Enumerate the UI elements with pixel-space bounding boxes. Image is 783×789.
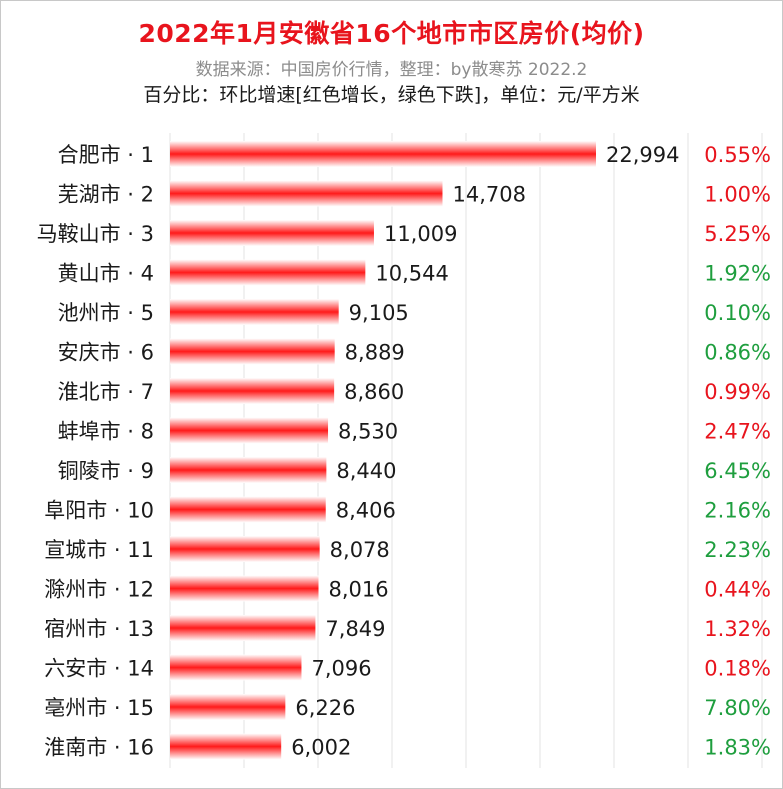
mom-change-label: 7.80% xyxy=(704,696,771,720)
value-label: 8,889 xyxy=(345,341,405,365)
category-label: 滁州市 · 12 xyxy=(44,578,154,602)
value-label: 8,016 xyxy=(329,578,389,602)
category-label: 马鞍山市 · 3 xyxy=(37,222,154,246)
category-label: 池州市 · 5 xyxy=(58,301,154,325)
bar xyxy=(170,694,286,720)
bar xyxy=(170,338,335,365)
category-label: 六安市 · 14 xyxy=(44,657,154,681)
mom-change-label: 0.44% xyxy=(704,578,771,602)
bar xyxy=(170,220,374,246)
category-label: 宿州市 · 13 xyxy=(44,617,154,641)
bar xyxy=(170,141,596,167)
category-label: 铜陵市 · 9 xyxy=(58,459,154,483)
bar xyxy=(170,457,327,483)
chart-note: 百分比：环比增速[红色增长，绿色下跌]，单位：元/平方米 xyxy=(143,84,640,106)
value-label: 22,994 xyxy=(606,143,679,167)
category-label: 淮南市 · 16 xyxy=(44,736,154,760)
category-label: 黄山市 · 4 xyxy=(58,262,154,286)
bar xyxy=(170,496,326,523)
category-label: 淮北市 · 7 xyxy=(58,380,154,404)
value-label: 14,708 xyxy=(452,183,525,207)
mom-change-label: 0.99% xyxy=(704,380,771,404)
bar xyxy=(170,180,443,207)
value-label: 8,078 xyxy=(330,538,390,562)
bar xyxy=(170,259,366,286)
bar xyxy=(170,575,319,602)
category-label: 宣城市 · 11 xyxy=(44,538,154,562)
value-label: 8,860 xyxy=(344,380,404,404)
mom-change-label: 2.47% xyxy=(704,420,771,444)
mom-change-label: 0.18% xyxy=(704,657,771,681)
category-label: 安庆市 · 6 xyxy=(58,341,154,365)
mom-change-label: 2.16% xyxy=(704,499,771,523)
bar xyxy=(170,417,329,444)
value-label: 11,009 xyxy=(384,222,457,246)
mom-change-label: 6.45% xyxy=(704,459,771,483)
value-label: 7,096 xyxy=(311,657,371,681)
bars xyxy=(170,141,596,760)
value-label: 8,530 xyxy=(338,420,398,444)
value-label: 8,406 xyxy=(336,499,396,523)
value-label: 7,849 xyxy=(325,617,385,641)
mom-change-label: 0.55% xyxy=(704,143,771,167)
bar xyxy=(170,536,320,562)
category-label: 蚌埠市 · 8 xyxy=(58,420,154,444)
mom-change-label: 0.10% xyxy=(704,301,771,325)
value-label: 6,226 xyxy=(295,696,355,720)
category-label: 合肥市 · 1 xyxy=(58,143,154,167)
mom-change-label: 1.92% xyxy=(704,262,771,286)
mom-change-label: 1.32% xyxy=(704,617,771,641)
category-label: 亳州市 · 15 xyxy=(44,696,154,720)
category-label: 芜湖市 · 2 xyxy=(58,183,154,207)
mom-change-label: 0.86% xyxy=(704,341,771,365)
mom-change-label: 1.00% xyxy=(704,183,771,207)
value-label: 6,002 xyxy=(291,736,351,760)
bar xyxy=(170,378,335,404)
bar xyxy=(170,615,316,641)
bar xyxy=(170,299,339,325)
labels: 合肥市 · 1 22,994 0.55% 芜湖市 · 2 14,708 1.00% 马鞍山市… xyxy=(37,143,771,760)
bar xyxy=(170,733,282,760)
bar xyxy=(170,654,302,681)
value-label: 10,544 xyxy=(375,262,448,286)
value-label: 8,440 xyxy=(336,459,396,483)
chart-subtitle: 数据来源：中国房价行情，整理：by散寒苏 2022.2 xyxy=(195,60,588,80)
chart-title: 2022年1月安徽省16个地市市区房价(均价) xyxy=(138,19,645,48)
mom-change-label: 1.83% xyxy=(704,736,771,760)
category-label: 阜阳市 · 10 xyxy=(44,499,154,523)
mom-change-label: 5.25% xyxy=(704,222,771,246)
mom-change-label: 2.23% xyxy=(704,538,771,562)
value-label: 9,105 xyxy=(349,301,409,325)
